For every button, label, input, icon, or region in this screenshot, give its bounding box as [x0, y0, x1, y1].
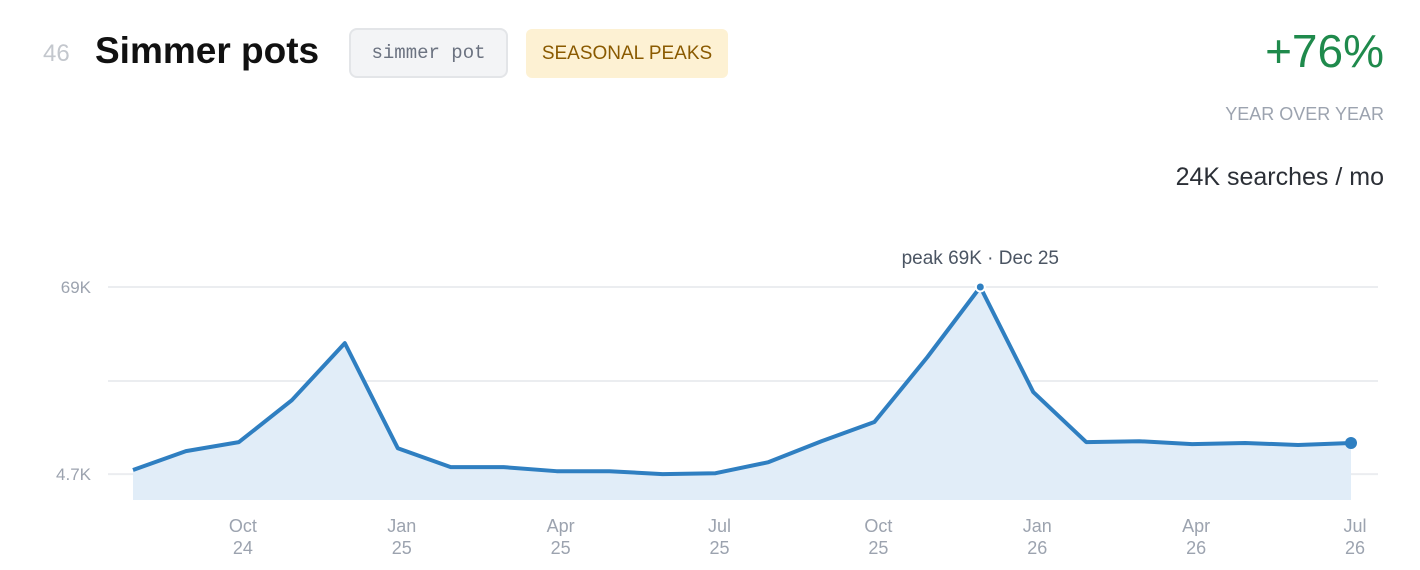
x-tick-label: Jul 25 [708, 516, 732, 558]
volume: 24K searches / mo [1175, 163, 1384, 191]
y-tick-label: 69K [61, 278, 92, 297]
x-tick-label: Jul 26 [1343, 516, 1367, 558]
x-tick-label: Oct 24 [228, 516, 257, 558]
x-tick-label: Jan 25 [387, 516, 417, 558]
growth-label: YEAR OVER YEAR [1225, 104, 1384, 124]
tag[interactable]: simmer pot [349, 28, 508, 78]
title: Simmer pots [95, 30, 320, 71]
line [132, 285, 1352, 477]
rank: 46 [43, 40, 70, 67]
badge[interactable]: SEASONAL PEAKS [526, 29, 728, 78]
x-tick-label: Apr 25 [546, 516, 575, 558]
area [133, 287, 1351, 500]
peak-marker [974, 281, 986, 293]
growth: +76% [1265, 25, 1384, 77]
x-tick-label: Jan 26 [1022, 516, 1052, 558]
x-tick-label: Oct 25 [864, 516, 893, 558]
x-tick-label: Apr 26 [1182, 516, 1211, 558]
end-marker [1345, 436, 1357, 449]
y-tick-label: 4.7K [56, 465, 92, 484]
annotation: peak 69K · Dec 25 [902, 248, 1059, 269]
